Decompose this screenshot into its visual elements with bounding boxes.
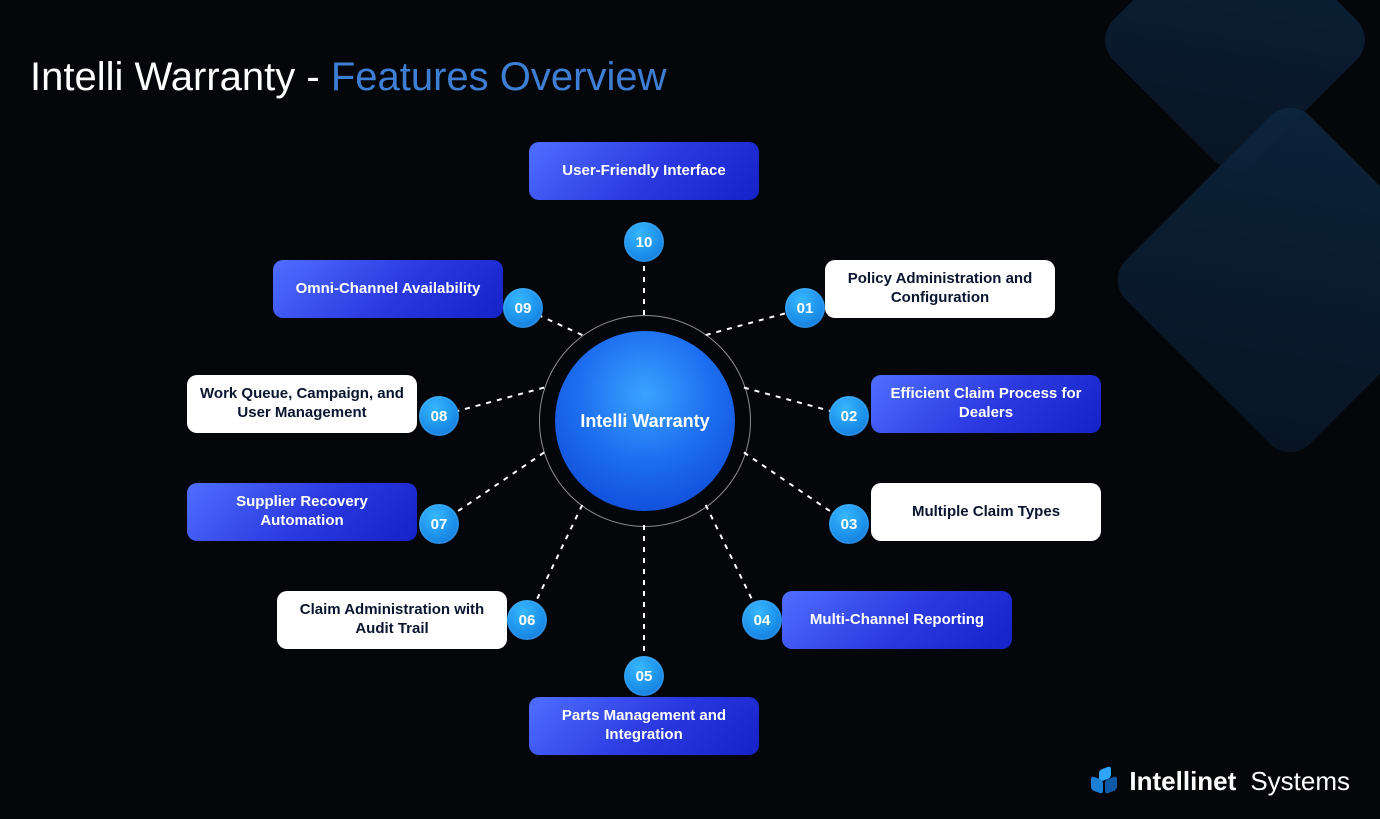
center-hub-label: Intelli Warranty [580,411,709,432]
feature-box-10: User-Friendly Interface [529,142,759,200]
feature-box-02: Efficient Claim Process for Dealers [871,375,1101,433]
decor-shape [1106,96,1380,464]
feature-box-07: Supplier Recovery Automation [187,483,417,541]
feature-box-04: Multi-Channel Reporting [782,591,1012,649]
feature-badge-02: 02 [829,396,869,436]
page-title: Intelli Warranty - Features Overview [30,55,666,100]
feature-box-01: Policy Administration and Configuration [825,260,1055,318]
feature-badge-05: 05 [624,656,664,696]
title-prefix: Intelli Warranty [30,55,295,99]
feature-badge-01: 01 [785,288,825,328]
feature-box-05: Parts Management and Integration [529,697,759,755]
feature-badge-03: 03 [829,504,869,544]
title-suffix: Features Overview [331,55,667,99]
feature-badge-06: 06 [507,600,547,640]
feature-box-03: Multiple Claim Types [871,483,1101,541]
feature-box-09: Omni-Channel Availability [273,260,503,318]
feature-badge-08: 08 [419,396,459,436]
logo-text-bold: Intellinet [1129,766,1236,797]
center-hub: Intelli Warranty [539,315,751,527]
feature-box-08: Work Queue, Campaign, and User Managemen… [187,375,417,433]
logo-text-light: Systems [1250,766,1350,797]
feature-badge-07: 07 [419,504,459,544]
feature-box-06: Claim Administration with Audit Trail [277,591,507,649]
center-hub-inner: Intelli Warranty [555,331,735,511]
feature-badge-10: 10 [624,222,664,262]
feature-badge-04: 04 [742,600,782,640]
logo-icon [1091,768,1119,796]
feature-badge-09: 09 [503,288,543,328]
title-separator: - [295,55,331,99]
brand-logo: Intellinet Systems [1091,766,1350,797]
